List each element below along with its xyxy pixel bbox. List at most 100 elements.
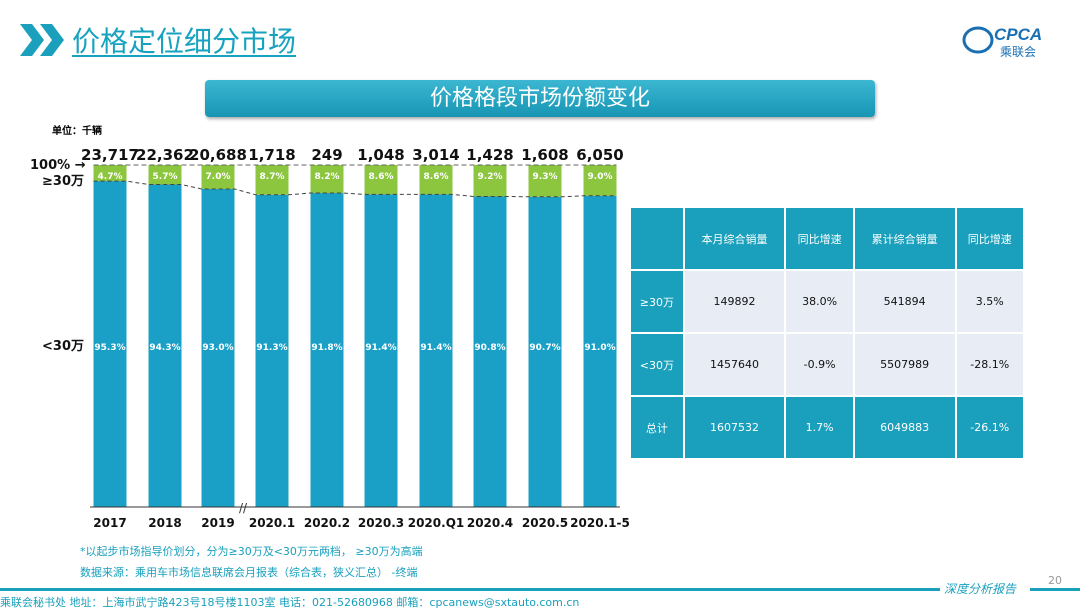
svg-text:乘联会: 乘联会 [1000,45,1036,59]
bar-under-30w [419,194,453,508]
bar-label-under-30w: 95.3% [94,343,125,353]
cell: 149892 [684,271,785,332]
cell: 5507989 [854,334,955,395]
bar-label-under-30w: 91.4% [420,343,451,353]
total-label: 22,362 [136,146,194,164]
row-label: 总计 [631,397,683,458]
bar-over-30w [201,165,235,189]
total-label: 1,048 [357,146,404,164]
bar-label-over-30w: 9.3% [533,172,558,182]
bar-label-over-30w: 7.0% [206,172,231,182]
bar-over-30w [310,165,344,194]
bar-label-under-30w: 94.3% [149,343,180,353]
total-label: 1,718 [248,146,295,164]
x-tick-label: 2019 [201,516,234,530]
row-label: ≥30万 [631,271,683,332]
axis-break-icon: // [239,501,248,515]
cell: -0.9% [786,334,853,395]
x-tick-label: 2020.Q1 [408,516,465,530]
page-title: 价格定位细分市场 [72,25,297,58]
bar-label-under-30w: 91.0% [584,343,615,353]
bar-label-under-30w: 91.4% [365,343,396,353]
x-tick-label: 2020.4 [467,516,513,530]
share-connector-line [93,180,617,198]
x-tick-label: 2017 [93,516,126,530]
bar-over-30w [419,165,453,195]
total-label: 20,688 [189,146,247,164]
bar-over-30w [364,165,398,195]
total-label: 23,717 [81,146,139,164]
header-cell: 本月综合销量 [684,208,785,269]
cell: 3.5% [956,271,1023,332]
cell: 6049883 [854,397,955,458]
bar-label-over-30w: 4.7% [98,172,123,182]
x-tick-label: 2020.2 [304,516,350,530]
bar-over-30w [528,165,562,197]
table-row: ≥30万 149892 38.0% 541894 3.5% [631,271,1023,332]
bar-label-under-30w: 91.3% [256,343,287,353]
row-label: <30万 [631,334,683,395]
cell: 541894 [854,271,955,332]
bar-label-over-30w: 9.2% [478,172,503,182]
x-tick-label: 2020.5 [522,516,568,530]
footer-contact: 乘联会秘书处 地址：上海市武宁路423号18号楼1103室 电话：021-526… [0,596,580,609]
table-row: 总计 1607532 1.7% 6049883 -26.1% [631,397,1023,458]
bar-under-30w [255,194,289,507]
x-tick-label: 2020.1-5 [570,516,630,530]
cell: -26.1% [956,397,1023,458]
total-label: 249 [311,146,342,164]
bar-over-30w [473,165,507,197]
bar-over-30w [255,165,289,195]
y-label-100: 100% → [30,158,86,173]
bar-under-30w [201,188,235,507]
x-tick-label: 2020.1 [249,516,295,530]
chart-banner: 价格格段市场份额变化 [205,80,875,117]
sales-table: 本月综合销量 同比增速 累计综合销量 同比增速 ≥30万 149892 38.0% 5418… [629,206,1025,460]
bar-under-30w [583,195,617,507]
header-cell [631,208,683,269]
footer-divider [1030,588,1080,591]
cell: 1607532 [684,397,785,458]
cell: 1457640 [684,334,785,395]
bar-under-30w [310,193,344,507]
footnote: *以起步市场指导价划分，分为≥30万及<30万元两档， ≥30万为高端 [80,545,423,558]
bar-under-30w [528,196,562,507]
report-label: 深度分析报告 [944,582,1017,596]
table-row: <30万 1457640 -0.9% 5507989 -28.1% [631,334,1023,395]
total-label: 6,050 [576,146,623,164]
bar-over-30w [148,165,182,185]
bar-label-under-30w: 90.8% [474,343,505,353]
header-cell: 同比增速 [786,208,853,269]
legend-under-30w: <30万 [42,339,84,354]
bar-over-30w [93,165,127,182]
header-cell: 累计综合销量 [854,208,955,269]
svg-text:CPCA: CPCA [994,25,1042,44]
header-cell: 同比增速 [956,208,1023,269]
bar-under-30w [93,181,127,507]
bar-under-30w [364,194,398,508]
bar-label-over-30w: 5.7% [153,172,178,182]
page-number: 20 [1048,574,1062,587]
cell: -28.1% [956,334,1023,395]
bar-label-over-30w: 8.7% [260,172,285,182]
unit-label: 单位：千辆 [52,126,102,137]
legend-over-30w: ≥30万 [42,174,84,189]
cell: 38.0% [786,271,853,332]
stacked-bar-chart: 4.7% 95.3% 23,717 2017 5.7% 94.3% 22,362 2018 7.… [30,146,630,530]
bar-label-over-30w: 8.6% [369,172,394,182]
x-tick-label: 2018 [148,516,181,530]
bar-label-under-30w: 93.0% [202,343,233,353]
total-label: 1,428 [466,146,513,164]
cpca-logo: CPCA 乘联会 [960,18,1060,60]
bar-label-over-30w: 8.6% [424,172,449,182]
total-label: 1,608 [521,146,568,164]
bar-under-30w [473,196,507,508]
table-header-row: 本月综合销量 同比增速 累计综合销量 同比增速 [631,208,1023,269]
total-label: 3,014 [412,146,459,164]
bar-label-under-30w: 90.7% [529,343,560,353]
bar-label-under-30w: 91.8% [311,343,342,353]
cell: 1.7% [786,397,853,458]
footer-divider [0,588,940,591]
bar-over-30w [583,165,617,196]
x-tick-label: 2020.3 [358,516,404,530]
